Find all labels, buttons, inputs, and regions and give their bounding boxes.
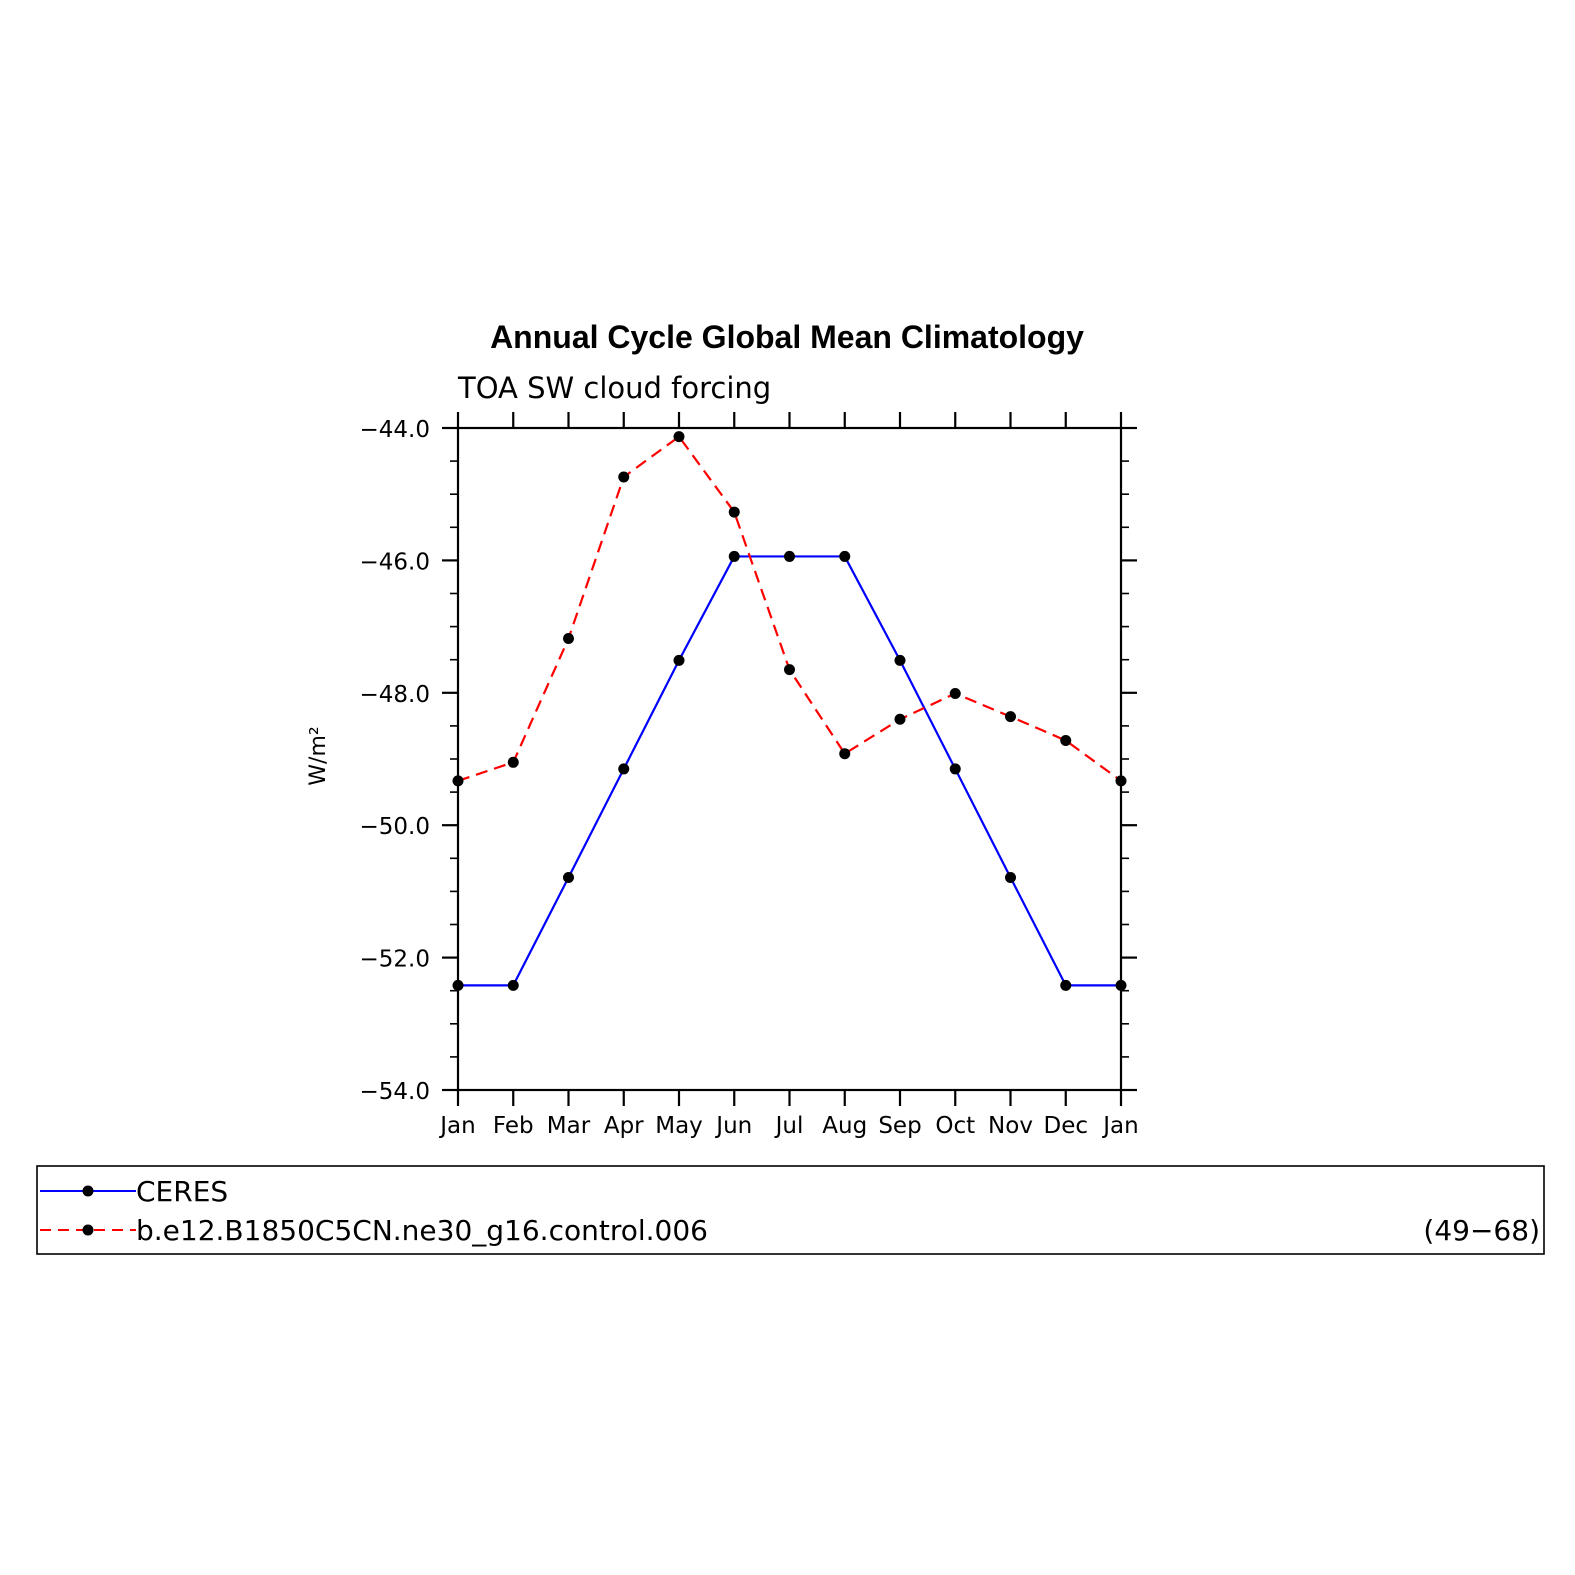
x-tick-label-4: May (655, 1113, 703, 1139)
data-point-s1-6 (784, 664, 795, 676)
legend-marker-model (82, 1224, 94, 1236)
data-point-s0-4 (673, 654, 685, 666)
y-tick-label-4: −52.0 (360, 947, 430, 973)
y-tick-label-1: −46.0 (360, 549, 430, 575)
data-point-s0-8 (894, 654, 906, 666)
data-point-s1-1 (507, 756, 519, 768)
data-point-s1-2 (563, 633, 574, 645)
y-axis-label: W/m² (306, 726, 331, 785)
x-tick-label-0: Jan (438, 1113, 475, 1139)
plot-frame (456, 426, 1123, 1092)
chart-subtitle: TOA SW cloud forcing (457, 371, 771, 405)
data-point-s1-7 (839, 748, 851, 760)
x-tick-label-1: Feb (493, 1113, 534, 1139)
axes-layer (442, 412, 1137, 1106)
data-point-s0-7 (839, 550, 851, 562)
series-layer (452, 431, 1127, 991)
legend-note: (49−68) (1423, 1214, 1540, 1247)
y-tick-label-3: −50.0 (360, 814, 430, 840)
x-tick-label-2: Mar (547, 1113, 591, 1139)
data-point-s0-2 (563, 872, 574, 883)
data-point-s1-3 (618, 471, 630, 483)
data-point-s1-4 (673, 431, 685, 443)
x-tick-label-10: Nov (988, 1113, 1033, 1139)
data-point-s0-11 (1060, 979, 1072, 991)
data-point-s0-10 (1005, 872, 1016, 883)
data-point-s1-11 (1060, 734, 1072, 746)
data-point-s0-1 (507, 979, 519, 991)
x-tick-labels: Jan Feb Mar Apr May Jun Jul Aug Sep Oct Nov Dec Jan (438, 1113, 1138, 1139)
legend-marker-ceres (82, 1185, 94, 1197)
x-tick-label-5: Jun (714, 1113, 752, 1139)
x-tick-label-6: Jul (774, 1113, 804, 1139)
data-point-s0-3 (618, 763, 630, 775)
data-point-s0-9 (949, 763, 961, 775)
data-point-s1-5 (728, 506, 740, 518)
x-tick-label-12: Jan (1101, 1113, 1138, 1139)
legend-label-model: b.e12.B1850C5CN.ne30_g16.control.006 (136, 1214, 708, 1247)
x-tick-label-3: Apr (604, 1113, 644, 1139)
legend-label-ceres: CERES (136, 1175, 228, 1208)
data-point-s0-6 (784, 550, 795, 562)
data-point-s1-10 (1005, 711, 1016, 723)
data-point-s0-5 (728, 550, 740, 562)
data-point-s1-8 (894, 713, 906, 725)
y-tick-label-5: −54.0 (360, 1079, 430, 1105)
y-tick-labels: −44.0 −46.0 −48.0 −50.0 −52.0 −54.0 (360, 417, 430, 1105)
y-tick-label-0: −44.0 (360, 417, 430, 443)
x-tick-label-11: Dec (1043, 1113, 1088, 1139)
chart-title: Annual Cycle Global Mean Climatology (490, 319, 1084, 355)
y-tick-label-2: −48.0 (360, 682, 430, 708)
legend: CERES b.e12.B1850C5CN.ne30_g16.control.0… (36, 1165, 1545, 1255)
series-line-0 (458, 555, 1121, 987)
data-point-s1-9 (949, 687, 961, 699)
series-line-1 (457, 435, 1122, 782)
legend-box (36, 1165, 1545, 1255)
x-tick-label-9: Oct (935, 1113, 975, 1139)
x-tick-label-8: Sep (878, 1113, 921, 1139)
x-tick-label-7: Aug (822, 1113, 867, 1139)
